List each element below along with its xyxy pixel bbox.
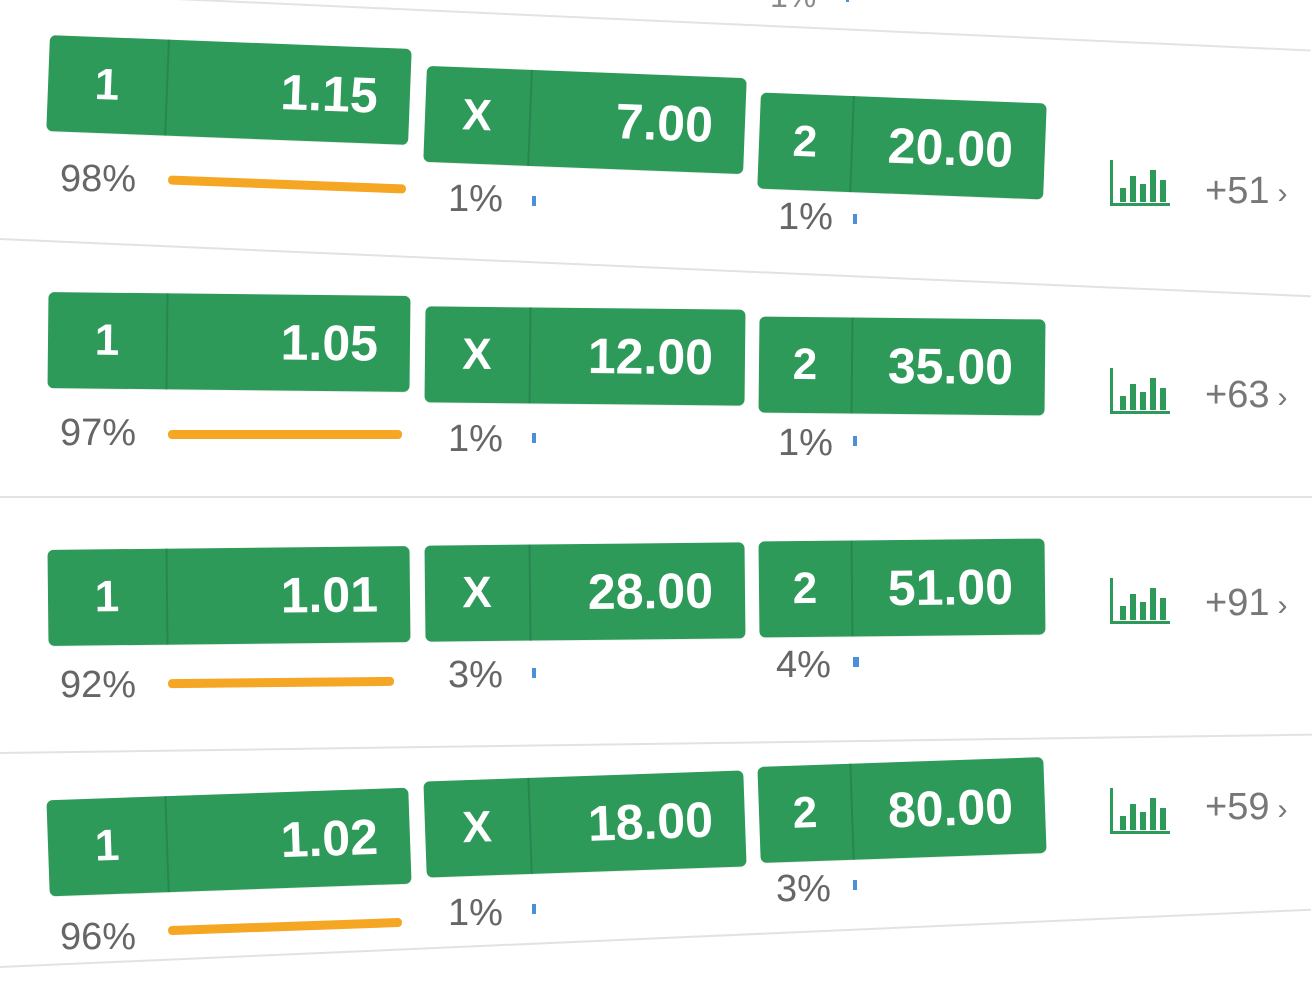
draw-percent: 1% — [448, 178, 503, 220]
odds-button-draw[interactable]: X 7.00 — [423, 65, 747, 175]
bar-chart-icon[interactable] — [1110, 788, 1170, 834]
bar-chart-icon[interactable] — [1110, 578, 1170, 624]
percent-bar — [846, 0, 850, 2]
draw-percent-bar — [532, 668, 536, 678]
draw-percent: 1% — [448, 418, 503, 460]
odds-value: 1.02 — [279, 808, 379, 869]
odds-button-draw[interactable]: X 28.00 — [424, 542, 746, 642]
outcome-label: X — [424, 544, 532, 642]
chevron-right-icon: › — [1277, 793, 1288, 826]
more-markets-link[interactable]: +91 › — [1205, 582, 1287, 625]
outcome-label: 2 — [758, 540, 854, 638]
odds-value: 80.00 — [886, 778, 1014, 839]
more-markets-link[interactable]: +63 › — [1205, 374, 1287, 417]
odds-value: 51.00 — [887, 558, 1014, 617]
draw-percent: 1% — [448, 892, 503, 934]
outcome-label: 1 — [47, 548, 169, 646]
outcome-label: X — [423, 65, 533, 166]
draw-percent-bar — [532, 433, 536, 443]
row-separator — [0, 496, 1312, 498]
previous-row-fragment: 1% — [770, 0, 850, 15]
chevron-right-icon: › — [1277, 381, 1288, 414]
more-markets-count: +59 — [1205, 786, 1270, 828]
odds-value: 1.05 — [280, 314, 379, 372]
home-percent-bar — [167, 917, 403, 936]
home-percent-bar — [167, 175, 407, 194]
odds-button-draw[interactable]: X 12.00 — [424, 306, 746, 406]
home-percent: 96% — [60, 916, 137, 958]
outcome-label: 2 — [757, 763, 855, 863]
odds-button-away[interactable]: 2 80.00 — [757, 757, 1047, 863]
away-percent-bar — [853, 436, 857, 446]
bar-chart-icon[interactable] — [1110, 160, 1170, 206]
odds-value: 1.15 — [279, 64, 379, 124]
outcome-label: 1 — [46, 796, 170, 897]
away-percent-bar — [853, 657, 859, 667]
more-markets-count: +91 — [1205, 582, 1270, 624]
outcome-label: 1 — [46, 35, 170, 136]
match-row: 1 1.01 X 28.00 2 51.00 92% 3% 4% +91 › — [0, 520, 1312, 770]
away-percent: 1% — [778, 422, 833, 464]
draw-percent: 3% — [448, 654, 503, 696]
more-markets-link[interactable]: +51 › — [1205, 170, 1287, 213]
odds-button-home[interactable]: 1 1.02 — [46, 787, 412, 897]
odds-value: 7.00 — [614, 93, 714, 153]
more-markets-count: +51 — [1205, 170, 1270, 212]
away-percent-bar — [853, 214, 857, 224]
odds-value: 12.00 — [587, 328, 714, 386]
odds-value: 18.00 — [586, 791, 714, 852]
away-percent: 4% — [776, 644, 831, 686]
odds-button-away[interactable]: 2 51.00 — [758, 538, 1046, 638]
odds-button-home[interactable]: 1 1.15 — [46, 35, 412, 145]
odds-value: 1.01 — [280, 566, 379, 624]
odds-value: 20.00 — [886, 117, 1014, 179]
chevron-right-icon: › — [1277, 177, 1288, 210]
home-percent-bar — [167, 676, 395, 689]
odds-button-away[interactable]: 2 20.00 — [757, 92, 1047, 200]
home-percent-bar — [168, 430, 402, 439]
more-markets-count: +63 — [1205, 374, 1270, 416]
odds-button-home[interactable]: 1 1.01 — [47, 546, 411, 646]
previous-row-percent: 1% — [770, 0, 816, 14]
odds-button-away[interactable]: 2 35.00 — [758, 316, 1046, 416]
bar-chart-icon[interactable] — [1110, 368, 1170, 414]
home-percent: 98% — [60, 158, 137, 200]
outcome-label: X — [424, 306, 532, 404]
odds-value: 28.00 — [587, 562, 714, 620]
home-percent: 97% — [60, 412, 137, 454]
away-percent: 3% — [776, 868, 831, 910]
chevron-right-icon: › — [1277, 589, 1288, 622]
odds-value: 35.00 — [887, 337, 1014, 396]
draw-percent-bar — [532, 904, 536, 914]
home-percent: 92% — [60, 664, 137, 706]
odds-button-home[interactable]: 1 1.05 — [47, 292, 411, 392]
outcome-label: 2 — [757, 92, 855, 193]
match-row: 1 1.05 X 12.00 2 35.00 97% 1% 1% +63 › — [0, 270, 1312, 520]
away-percent-bar — [853, 880, 857, 890]
outcome-label: X — [423, 777, 533, 878]
match-row: 1 1.15 X 7.00 2 20.00 98% 1% 1% +51 › — [0, 20, 1312, 270]
match-row: 1 1.02 X 18.00 2 80.00 96% 1% 3% +59 › — [0, 740, 1312, 990]
outcome-label: 2 — [758, 316, 854, 414]
odds-button-draw[interactable]: X 18.00 — [423, 770, 747, 878]
more-markets-link[interactable]: +59 › — [1205, 786, 1287, 829]
draw-percent-bar — [532, 196, 536, 206]
away-percent: 1% — [778, 196, 833, 238]
outcome-label: 1 — [47, 292, 169, 390]
